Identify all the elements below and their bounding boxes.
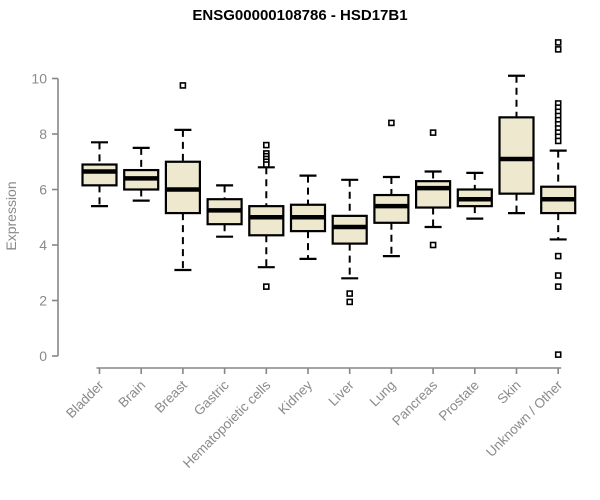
y-tick-label: 4 [39,237,47,253]
y-tick-label: 10 [31,71,47,87]
box-bladder [81,163,118,187]
y-tick-label: 8 [39,126,47,142]
outlier-point [346,298,354,306]
x-tick-label: Pancreas [389,377,440,428]
outlier-point [388,119,395,127]
outlier-point [262,141,270,149]
box-skin [498,116,535,195]
x-tick-label: Brain [115,378,148,411]
x-tick-label: Unknown / Other [483,377,566,460]
outlier-point [429,129,437,136]
outlier-point [554,351,562,358]
x-tick-label: Prostate [436,378,482,424]
chart-title: ENSG00000108786 - HSD17B1 [192,7,407,24]
outlier-point [262,283,270,290]
x-tick-label: Lung [367,378,399,410]
y-axis-title: Expression [3,181,19,250]
x-tick-label: Skin [494,378,523,407]
outlier-point [554,272,562,279]
outlier-point [429,241,437,249]
box-pancreas [415,180,452,209]
y-tick-label: 2 [39,293,47,309]
x-tick-label: Bladder [63,377,107,421]
outlier-point [346,290,354,297]
box-hematopoietic-cells [248,205,285,237]
x-tick-label: Liver [326,377,358,409]
outlier-point [554,283,562,290]
y-tick-label: 0 [39,348,47,364]
box-liver [331,214,368,245]
outlier-point [554,46,562,53]
x-tick-label: Gastric [191,377,232,418]
outlier-point [554,39,562,46]
x-tick-label: Kidney [275,377,315,417]
outlier-point [554,252,562,260]
outlier-point [179,82,187,89]
box-lung [373,193,410,224]
outlier-point [262,161,270,168]
x-tick-label: Breast [152,377,190,415]
y-tick-label: 6 [39,182,47,198]
outlier-point [554,137,562,145]
